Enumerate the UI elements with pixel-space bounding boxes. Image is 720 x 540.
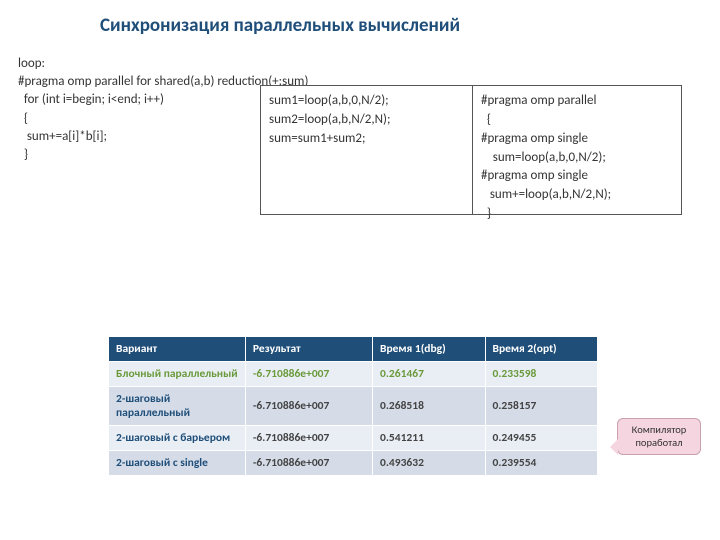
table-header: Время 2(opt) (485, 337, 598, 362)
results-table-wrap: ВариантРезультатВремя 1(dbg)Время 2(opt)… (108, 336, 598, 476)
row-value: 0.258157 (485, 387, 598, 426)
table-header-row: ВариантРезультатВремя 1(dbg)Время 2(opt) (109, 337, 598, 362)
table-body: Блочный параллельный-6.710886e+0070.2614… (109, 362, 598, 476)
row-value: -6.710886e+007 (245, 426, 372, 451)
row-value: 0.249455 (485, 426, 598, 451)
results-table: ВариантРезультатВремя 1(dbg)Время 2(opt)… (108, 336, 598, 476)
row-label: 2-шаговый параллельный (109, 387, 246, 426)
table-row: Блочный параллельный-6.710886e+0070.2614… (109, 362, 598, 387)
row-label: Блочный параллельный (109, 362, 246, 387)
row-value: -6.710886e+007 (245, 362, 372, 387)
row-value: -6.710886e+007 (245, 451, 372, 476)
row-value: 0.268518 (373, 387, 485, 426)
table-header: Вариант (109, 337, 246, 362)
row-label: 2-шаговый с барьером (109, 426, 246, 451)
code-boxes: sum1=loop(a,b,0,N/2); sum2=loop(a,b,N/2,… (260, 85, 682, 215)
row-value: 0.239554 (485, 451, 598, 476)
row-value: 0.261467 (373, 362, 485, 387)
table-header: Результат (245, 337, 372, 362)
callout-bubble: Компилятор поработал (617, 418, 701, 455)
row-label: 2-шаговый с single (109, 451, 246, 476)
code-box-left: sum1=loop(a,b,0,N/2); sum2=loop(a,b,N/2,… (260, 85, 472, 215)
table-row: 2-шаговый с барьером-6.710886e+0070.5412… (109, 426, 598, 451)
row-value: -6.710886e+007 (245, 387, 372, 426)
table-row: 2-шаговый с single-6.710886e+0070.493632… (109, 451, 598, 476)
code-box-right: #pragma omp parallel { #pragma omp singl… (472, 85, 682, 215)
row-value: 0.233598 (485, 362, 598, 387)
row-value: 0.541211 (373, 426, 485, 451)
row-value: 0.493632 (373, 451, 485, 476)
table-row: 2-шаговый параллельный-6.710886e+0070.26… (109, 387, 598, 426)
table-header: Время 1(dbg) (373, 337, 485, 362)
slide-title: Синхронизация параллельных вычислений (100, 14, 460, 37)
